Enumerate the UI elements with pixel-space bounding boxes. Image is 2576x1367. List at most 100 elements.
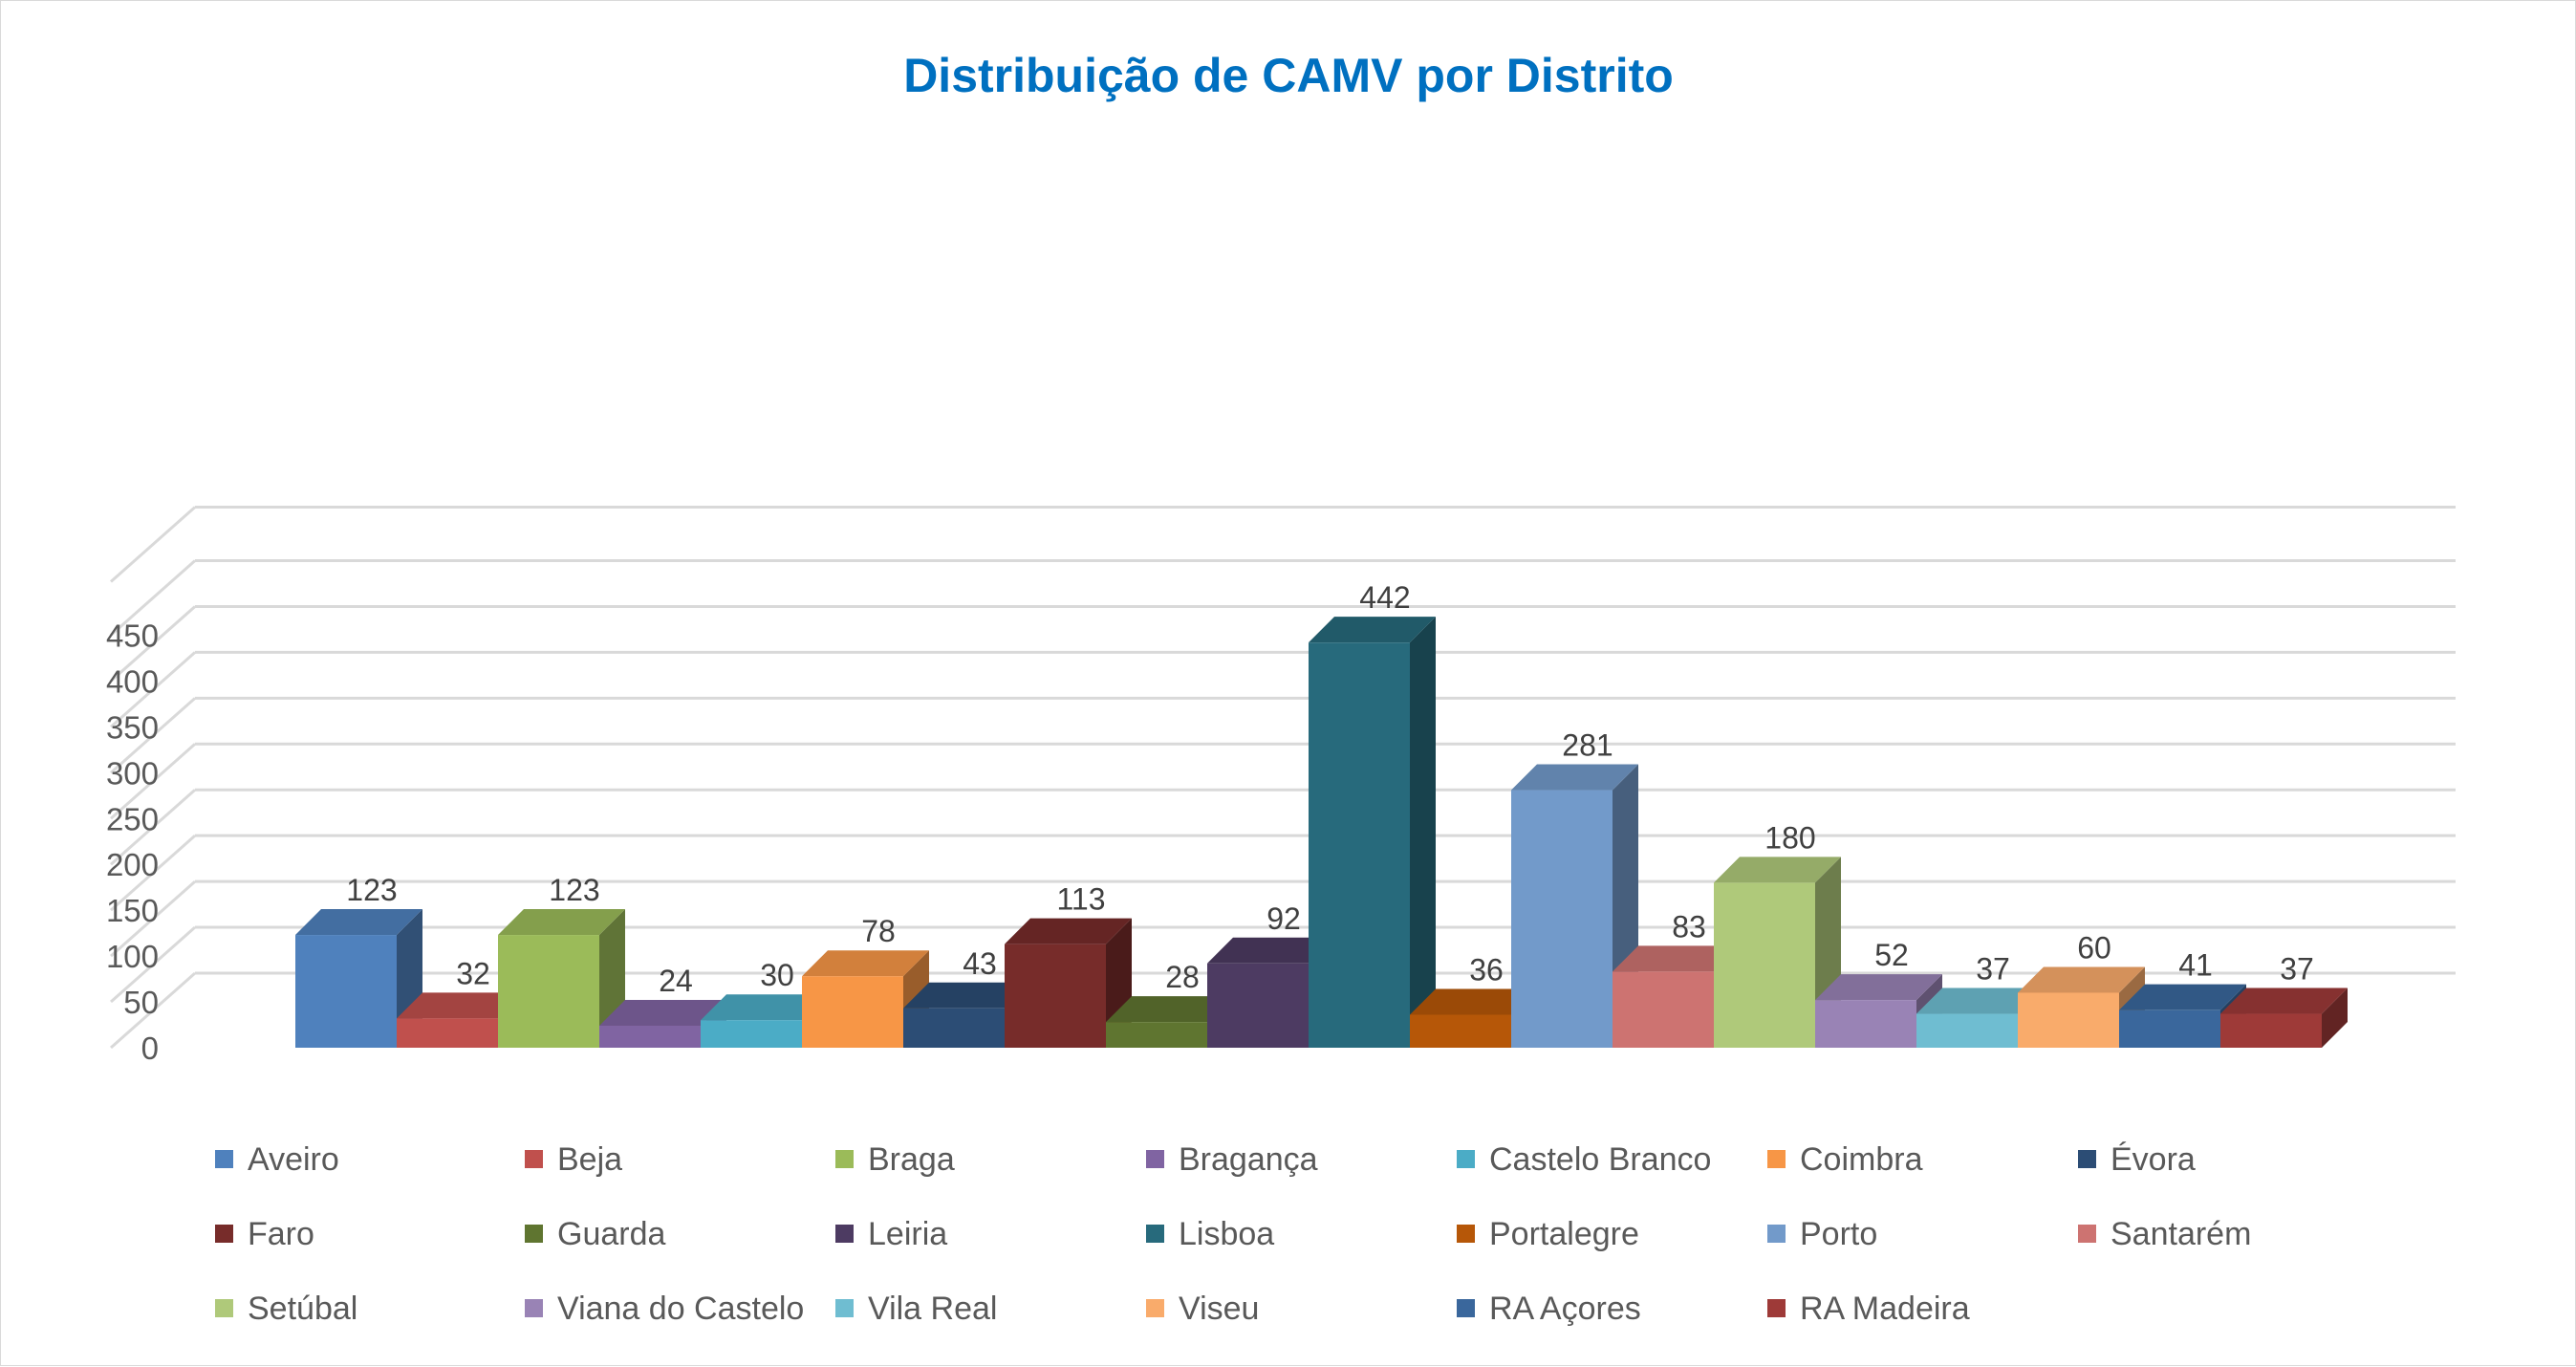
gridline-floor: [110, 697, 196, 774]
bar-top: [295, 909, 422, 936]
legend-item: Guarda: [525, 1216, 665, 1252]
bar-ra-madeira: [2220, 987, 2348, 1048]
legend-swatch: [835, 1150, 854, 1168]
gridline-floor: [110, 743, 196, 820]
data-label: 60: [2077, 930, 2111, 965]
gridline-floor: [110, 789, 196, 866]
data-label: 37: [1976, 952, 2010, 987]
bar-top: [1005, 918, 1132, 944]
legend-label: Viana do Castelo: [557, 1291, 804, 1327]
bar-front: [397, 1018, 498, 1048]
legend-item: Aveiro: [215, 1141, 339, 1178]
legend-swatch: [2078, 1225, 2096, 1243]
y-tick-label: 50: [123, 985, 159, 1020]
bar-top: [2220, 987, 2348, 1014]
bar-front: [1005, 944, 1106, 1048]
gridline-floor: [110, 925, 196, 1004]
data-label: 442: [1359, 580, 1410, 615]
bar-top: [2018, 966, 2145, 993]
y-tick-label: 350: [106, 709, 159, 745]
legend-item: RA Açores: [1457, 1291, 1641, 1327]
y-axis: 0 50 100 150 200 250 300 350 400 450: [106, 618, 159, 1066]
bar-top: [1815, 974, 1942, 1001]
bar-top: [1714, 857, 1841, 883]
legend-item: Leiria: [835, 1216, 947, 1252]
data-label: 180: [1764, 820, 1815, 855]
bar-set-bal: [1714, 857, 1841, 1048]
legend-label: Aveiro: [248, 1141, 339, 1178]
bar-front: [1511, 790, 1613, 1048]
legend-label: Portalegre: [1489, 1216, 1639, 1252]
data-label: 123: [549, 873, 599, 907]
chart-title: Distribuição de CAMV por Distrito: [903, 49, 1674, 102]
gridline-floor: [110, 506, 196, 583]
data-label: 28: [1165, 960, 1200, 994]
bar-top: [903, 982, 1030, 1009]
legend-item: Viana do Castelo: [525, 1291, 804, 1327]
legend-label: Évora: [2111, 1141, 2196, 1178]
gridline-floor: [110, 971, 196, 1050]
legend-swatch: [1457, 1225, 1475, 1243]
bar-front: [1106, 1022, 1207, 1048]
legend-swatch: [1457, 1299, 1475, 1317]
data-label: 83: [1672, 909, 1706, 944]
bar-front: [1309, 642, 1410, 1048]
y-tick-label: 200: [106, 847, 159, 882]
legend-label: Viseu: [1179, 1291, 1259, 1327]
y-tick-label: 150: [106, 893, 159, 928]
legend-swatch: [835, 1225, 854, 1243]
legend-item: Viseu: [1146, 1291, 1259, 1327]
legend-label: Braga: [868, 1141, 955, 1178]
bar-top: [1207, 937, 1334, 964]
bar-front: [1613, 971, 1714, 1048]
data-label: 32: [456, 956, 490, 990]
legend-item: Vila Real: [835, 1291, 997, 1327]
bar-front: [701, 1020, 802, 1048]
bar-top: [498, 909, 625, 936]
legend-item: Faro: [215, 1216, 314, 1252]
legend-swatch: [1457, 1150, 1475, 1168]
bar-front: [1207, 963, 1309, 1048]
legend-item: Santarém: [2078, 1216, 2251, 1252]
legend-label: RA Madeira: [1800, 1291, 1970, 1327]
legend-item: Portalegre: [1457, 1216, 1639, 1252]
y-tick-label: 450: [106, 618, 159, 653]
bar-front: [903, 1008, 1005, 1048]
data-label: 78: [861, 914, 896, 948]
legend-swatch: [525, 1299, 543, 1317]
bar-top: [599, 999, 726, 1026]
legend-label: Santarém: [2111, 1216, 2251, 1252]
legend-label: Beja: [557, 1141, 622, 1178]
data-label: 43: [963, 946, 997, 981]
bar-lisboa: [1309, 617, 1436, 1048]
legend-label: Castelo Branco: [1489, 1141, 1711, 1178]
bar-viana-do-castelo: [1815, 974, 1942, 1048]
legend-swatch: [215, 1225, 233, 1243]
data-labels: 123 32 123 24 30 78 43 113 28 92 442 36 281 83 180 52 37…: [346, 580, 2313, 998]
legend-swatch: [2078, 1150, 2096, 1168]
legend-swatch: [1146, 1299, 1164, 1317]
legend-item: Castelo Branco: [1457, 1141, 1711, 1178]
bar-front: [1916, 1013, 2018, 1048]
gridline-floor: [110, 835, 196, 912]
legend-label: Leiria: [868, 1216, 947, 1252]
legend-item: Beja: [525, 1141, 622, 1178]
bar-faro: [1005, 918, 1132, 1048]
y-tick-label: 0: [141, 1031, 159, 1066]
gridline-floor: [110, 879, 196, 958]
legend-swatch: [525, 1150, 543, 1168]
y-tick-label: 400: [106, 663, 159, 699]
legend-swatch: [215, 1150, 233, 1168]
data-label: 52: [1874, 938, 1909, 972]
legend-item: RA Madeira: [1767, 1291, 1970, 1327]
bar-front: [802, 976, 903, 1048]
bar-front: [599, 1025, 701, 1048]
legend-swatch: [215, 1299, 233, 1317]
bar-top: [1511, 764, 1638, 791]
bar-top: [1309, 617, 1436, 643]
legend: Aveiro Beja Braga Bragança Castelo Branco Coi…: [215, 1141, 2251, 1327]
gridline-floor: [110, 605, 196, 683]
y-tick-label: 100: [106, 939, 159, 974]
